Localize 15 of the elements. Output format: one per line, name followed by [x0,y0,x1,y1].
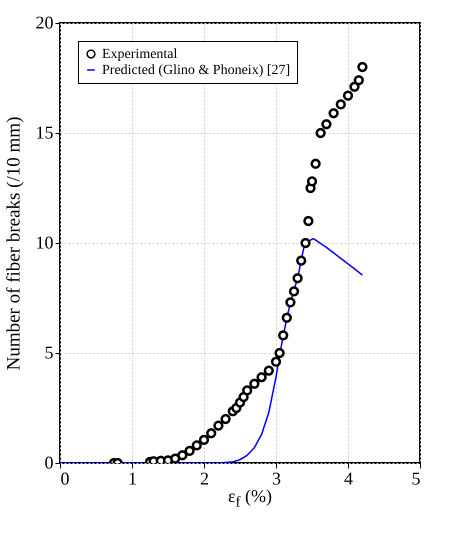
legend-label: Experimental [102,47,178,62]
x-tick-label: 4 [344,468,353,488]
x-tick-label: 0 [60,468,70,488]
y-tick-label: 20 [36,12,54,32]
x-axis-title: ε$_{f}$ (%) [228,486,272,511]
y-tick-label: 15 [36,122,54,142]
x-tick-label: 5 [412,468,420,488]
x-tick-label: 2 [200,468,209,488]
y-tick-label: 5 [44,342,54,362]
y-axis-title: Number of fiber breaks (/10 mm) [4,116,24,370]
y-tick-label: 10 [36,232,54,252]
y-tick-label: 0 [44,452,54,472]
legend-label: Predicted (Glino & Phoneix) [27] [102,63,290,78]
x-tick-label: 1 [128,468,137,488]
x-tick-label: 3 [272,468,281,488]
